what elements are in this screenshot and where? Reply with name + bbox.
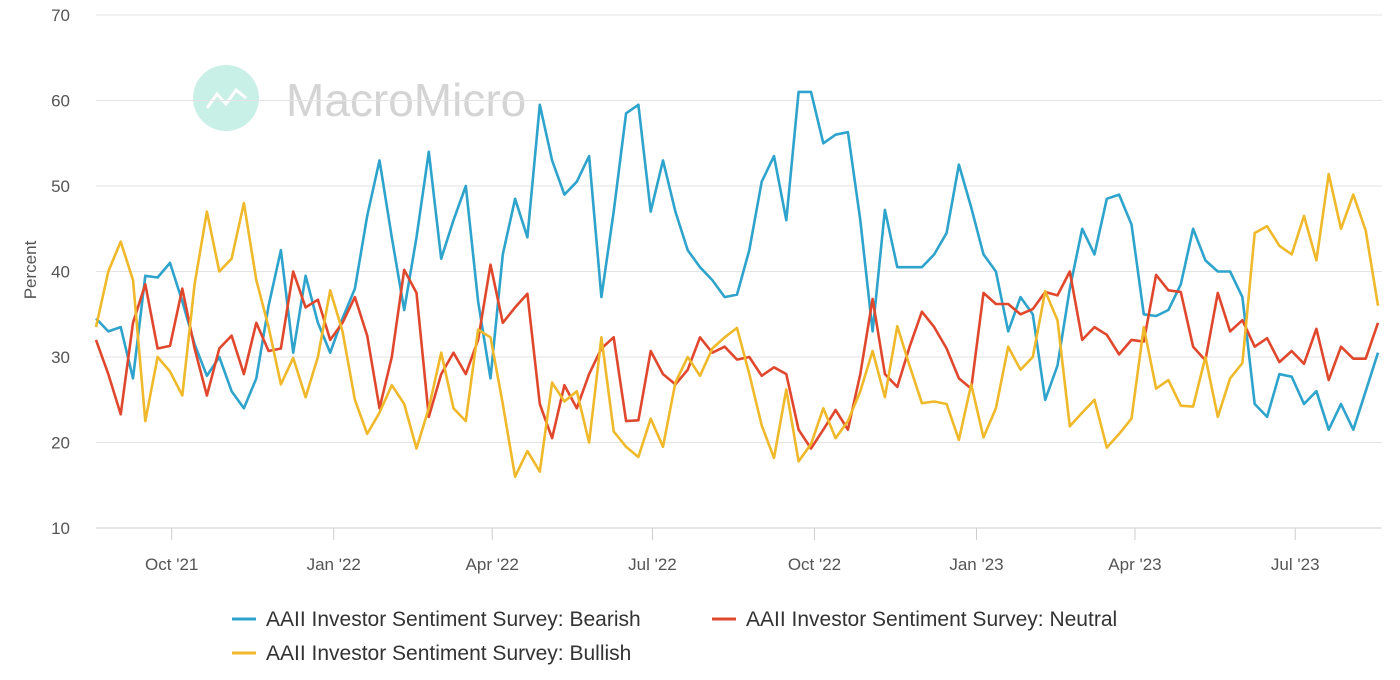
series-lines xyxy=(94,90,1380,479)
y-tick-label: 10 xyxy=(51,519,70,538)
legend-item-neutral[interactable]: AAII Investor Sentiment Survey: Neutral xyxy=(712,608,1117,631)
x-tick-label: Oct '22 xyxy=(788,555,841,574)
x-axis-ticks: Oct '21 Jan '22 Apr '22 Jul '22 Oct '22 Jan '… xyxy=(145,528,1320,574)
x-tick-label: Jan '23 xyxy=(949,555,1003,574)
y-axis-label: Percent xyxy=(21,240,40,299)
x-tick-label: Apr '23 xyxy=(1108,555,1161,574)
legend: AAII Investor Sentiment Survey: Bearish … xyxy=(232,608,1117,665)
series-line-bullish xyxy=(94,172,1380,479)
legend-label-bullish: AAII Investor Sentiment Survey: Bullish xyxy=(266,642,631,665)
legend-item-bearish[interactable]: AAII Investor Sentiment Survey: Bearish xyxy=(232,608,641,631)
y-tick-label: 70 xyxy=(51,6,70,25)
watermark-logo-chart-icon xyxy=(205,87,247,109)
x-tick-label: Apr '22 xyxy=(466,555,519,574)
gridlines xyxy=(96,14,1382,443)
y-tick-label: 20 xyxy=(51,434,70,453)
y-tick-label: 40 xyxy=(51,263,70,282)
y-tick-label: 60 xyxy=(51,92,70,111)
y-axis-ticks: 10 20 30 40 50 60 70 xyxy=(51,6,70,538)
series-line-neutral xyxy=(94,263,1380,450)
x-tick-label: Jul '22 xyxy=(628,555,677,574)
legend-item-bullish[interactable]: AAII Investor Sentiment Survey: Bullish xyxy=(232,642,631,665)
series-line-bearish xyxy=(95,90,1380,432)
legend-label-bearish: AAII Investor Sentiment Survey: Bearish xyxy=(266,608,641,631)
watermark-logo-icon xyxy=(193,65,259,131)
y-tick-label: 30 xyxy=(51,348,70,367)
watermark: MacroMicro xyxy=(193,65,526,131)
x-tick-label: Jan '22 xyxy=(307,555,361,574)
y-tick-label: 50 xyxy=(51,177,70,196)
x-tick-label: Oct '21 xyxy=(145,555,198,574)
x-tick-label: Jul '23 xyxy=(1271,555,1320,574)
legend-label-neutral: AAII Investor Sentiment Survey: Neutral xyxy=(746,608,1117,631)
